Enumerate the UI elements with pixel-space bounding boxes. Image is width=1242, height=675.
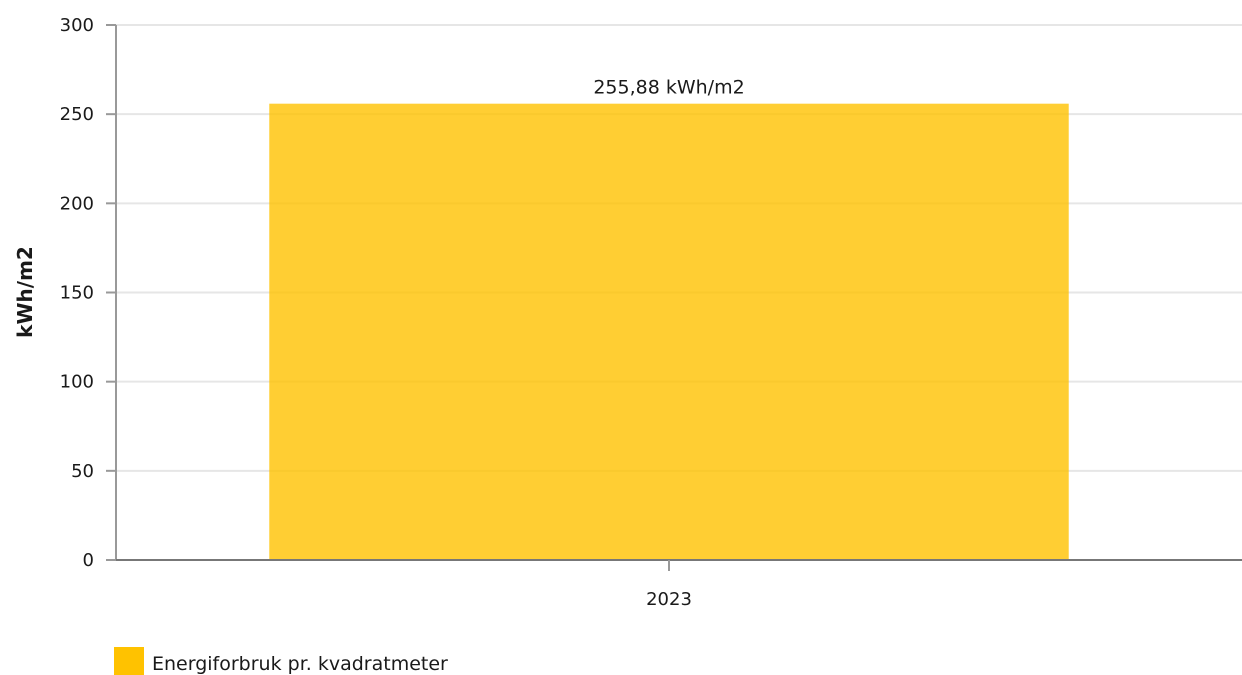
y-tick-label: 0: [83, 550, 94, 571]
y-tick-label: 150: [60, 283, 94, 304]
y-tick-label: 250: [60, 104, 94, 125]
y-tick-label: 200: [60, 193, 94, 214]
bar[interactable]: [269, 103, 1069, 560]
legend-swatch[interactable]: [114, 647, 144, 675]
legend[interactable]: Energiforbruk pr. kvadratmeter: [114, 647, 448, 675]
data-labels: 255,88 kWh/m2: [593, 77, 744, 99]
y-tick-label: 100: [60, 372, 94, 393]
data-label: 255,88 kWh/m2: [593, 77, 744, 99]
y-axis-title: kWh/m2: [13, 246, 37, 338]
y-axis-ticks: 0 50 100 150 200 250 300: [60, 15, 116, 571]
x-axis-ticks: 2023: [646, 560, 692, 610]
bars: [269, 103, 1069, 560]
y-tick-label: 50: [71, 461, 94, 482]
legend-label[interactable]: Energiforbruk pr. kvadratmeter: [152, 653, 448, 675]
y-tick-label: 300: [60, 15, 94, 36]
x-tick-label: 2023: [646, 589, 692, 610]
